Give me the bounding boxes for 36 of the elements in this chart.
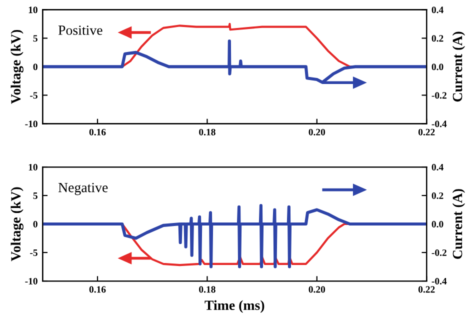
- y2-tick-label: 0.2: [432, 192, 444, 200]
- x-axis-title: Time (ms): [204, 300, 264, 313]
- y-axis-title: Voltage (kV): [10, 30, 24, 104]
- y2-tick-label: -0.4: [432, 278, 447, 285]
- y-tick-label: 5: [33, 35, 38, 42]
- y-tick-label: -5: [30, 92, 38, 99]
- x-tick-label: 0.20: [308, 286, 326, 293]
- y2-tick-label: -0.2: [432, 92, 446, 99]
- x-tick-label: 0.16: [89, 128, 106, 136]
- y-tick-label: 0: [33, 220, 38, 228]
- y2-axis-title: Current (A): [452, 32, 465, 102]
- x-tick-label: 0.18: [199, 128, 216, 136]
- y2-tick-label: 0.4: [432, 6, 444, 14]
- x-tick-label: 0.22: [418, 286, 435, 293]
- y2-axis-title: Current (A): [452, 189, 465, 259]
- y-tick-label: -5: [30, 250, 38, 256]
- x-tick-label: 0.18: [199, 286, 216, 293]
- annotation: Positive: [58, 26, 102, 35]
- y-tick-label: 10: [28, 6, 38, 14]
- annotation: Negative: [58, 182, 108, 196]
- y2-tick-label: 0.4: [432, 164, 444, 171]
- x-tick-label: 0.16: [89, 286, 106, 293]
- y2-tick-label: 0.2: [432, 35, 444, 42]
- x-tick-label: 0.20: [308, 128, 326, 136]
- y2-tick-label: 0.0: [432, 64, 444, 70]
- y-tick-label: -10: [25, 278, 38, 284]
- y-axis-title: Voltage (kV): [10, 187, 24, 262]
- y-tick-label: -10: [25, 120, 38, 128]
- y-tick-label: 0: [33, 64, 38, 70]
- y2-tick-label: 0.0: [432, 220, 444, 228]
- y2-tick-label: -0.4: [432, 120, 447, 128]
- x-tick-label: 0.22: [418, 128, 435, 136]
- line-series: [42, 204, 427, 268]
- y2-tick-label: -0.2: [432, 249, 446, 256]
- y-tick-label: 10: [28, 164, 38, 170]
- y-tick-label: 5: [33, 192, 38, 199]
